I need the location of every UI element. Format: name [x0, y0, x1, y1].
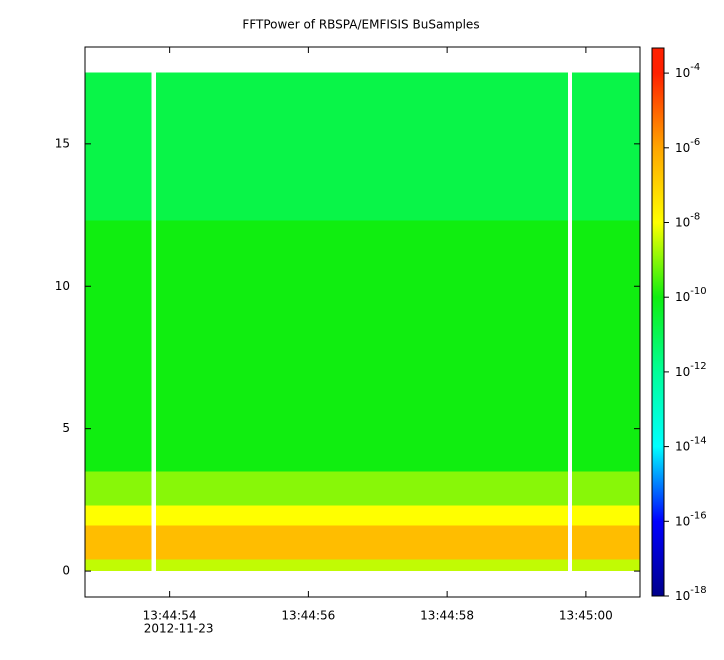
- colorbar: [651, 47, 665, 597]
- colorbar-tick-label: 10-14: [675, 436, 707, 454]
- y-tick-label: 10: [55, 279, 70, 293]
- spectrogram-cell: [85, 72, 152, 221]
- spectrogram-cell: [155, 72, 568, 221]
- x-tick-label: 13:44:56: [281, 609, 335, 623]
- spectrogram-cell: [572, 72, 640, 221]
- spectrogram-cell: [85, 505, 152, 526]
- spectrogram-cell: [572, 505, 640, 526]
- spectrogram-cell: [155, 559, 568, 572]
- colorbar-tick-label: 10-18: [675, 585, 707, 603]
- spectrogram-cell: [85, 471, 152, 506]
- spectrogram-cell: [85, 220, 152, 472]
- spectrogram-cell: [85, 525, 152, 560]
- x-tick-label: 13:45:00: [559, 609, 613, 623]
- colorbar-tick-label: 10-10: [675, 286, 707, 304]
- colorbar-tick-label: 10-12: [675, 361, 707, 379]
- colorbar-tick-label: 10-4: [675, 62, 700, 80]
- chart-title: FFTPower of RBSPA/EMFISIS BuSamples: [242, 18, 479, 32]
- y-tick-label: 5: [62, 421, 70, 435]
- plot-frame: [84, 46, 641, 598]
- spectrogram-cell: [85, 559, 152, 572]
- spectrogram-cell: [572, 525, 640, 560]
- x-tick-label: 13:44:58: [420, 609, 474, 623]
- spectrogram-cell: [155, 220, 568, 472]
- spectrogram-cell: [155, 505, 568, 526]
- spectrogram-cell: [572, 559, 640, 572]
- spectrogram-cell: [155, 525, 568, 560]
- y-tick-label: 15: [55, 136, 70, 150]
- colorbar-tick-label: 10-8: [675, 212, 700, 230]
- spectrogram-cell: [572, 220, 640, 472]
- spectrogram-cell: [155, 471, 568, 506]
- y-tick-label: 0: [62, 564, 70, 578]
- x-date-label: 2012-11-23: [144, 622, 214, 636]
- spectrogram-cell: [572, 471, 640, 506]
- colorbar-tick-label: 10-6: [675, 137, 700, 155]
- colorbar-tick-label: 10-16: [675, 510, 707, 528]
- x-tick-label: 13:44:54: [143, 609, 197, 623]
